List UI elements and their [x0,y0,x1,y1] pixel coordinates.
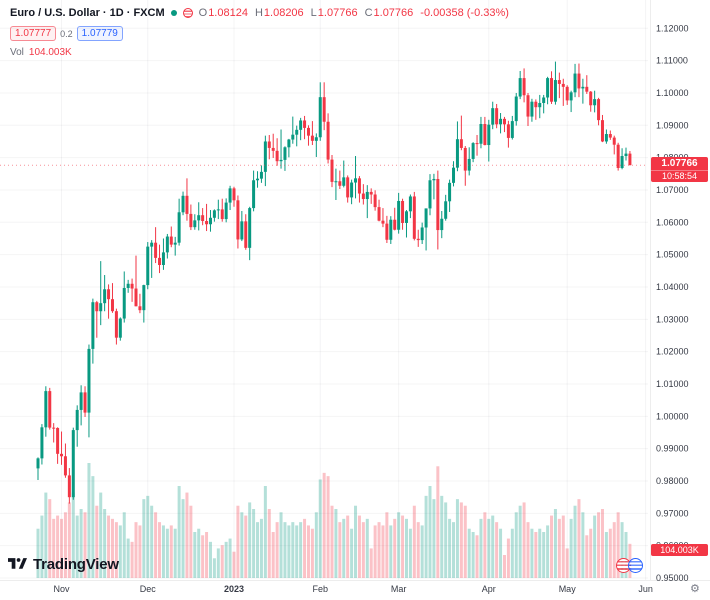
svg-text:1.07000: 1.07000 [656,185,689,195]
tradingview-logo[interactable]: TradingView [8,556,119,573]
data-source-icon[interactable] [182,8,193,18]
open-value: 1.08124 [208,7,248,19]
tradingview-logo-text: TradingView [33,556,119,573]
bar-countdown: 10:58:54 [651,170,708,182]
volume-label[interactable]: Vol [10,47,24,58]
svg-text:1.10000: 1.10000 [656,88,689,98]
svg-text:Mar: Mar [391,584,407,594]
buy-ask-button[interactable]: 1.07779 [76,26,123,41]
high-value: 1.08206 [263,7,304,19]
chart-legend: Euro / U.S. Dollar · 1D · FXCM O1.08124 … [10,7,509,19]
low-value: 1.07766 [317,7,358,19]
svg-text:1.06000: 1.06000 [656,217,689,227]
time-axis-settings-button[interactable]: ⚙ [690,583,700,595]
svg-text:Dec: Dec [140,584,157,594]
svg-text:1.03000: 1.03000 [656,314,689,324]
last-price: 1.07766 [661,158,698,170]
ohlc-readout: O1.08124 H1.08206 L1.07766 C1.07766 -0.0… [198,7,509,19]
svg-text:Nov: Nov [54,584,71,594]
change-value: -0.00358 (-0.33%) [420,7,509,19]
svg-text:0.99000: 0.99000 [656,444,689,454]
symbol-title[interactable]: Euro / U.S. Dollar · 1D · FXCM [10,7,165,19]
svg-text:1.02000: 1.02000 [656,347,689,357]
svg-text:0.95000: 0.95000 [656,573,689,583]
spread-value: 0.2 [60,28,73,39]
svg-text:1.05000: 1.05000 [656,250,689,260]
svg-text:0.98000: 0.98000 [656,476,689,486]
svg-text:2023: 2023 [224,584,244,594]
sell-bid-button[interactable]: 1.07777 [10,26,57,41]
svg-text:Jun: Jun [638,584,653,594]
volume-value: 104.003K [28,47,72,58]
svg-text:Apr: Apr [482,584,496,594]
volume-legend: Vol 104.003K [10,47,72,58]
economic-events-flags[interactable] [616,558,643,573]
svg-text:1.09000: 1.09000 [656,120,689,130]
market-status-icon[interactable] [170,10,177,16]
svg-text:Feb: Feb [312,584,328,594]
svg-text:1.11000: 1.11000 [656,56,688,66]
svg-text:May: May [559,584,577,594]
svg-text:1.00000: 1.00000 [656,411,689,421]
last-volume-badge: 104.003K [651,543,708,556]
svg-text:1.04000: 1.04000 [656,282,689,292]
svg-text:0.97000: 0.97000 [656,508,689,518]
last-price-badge: 1.07766 10:58:54 [651,157,708,183]
svg-text:1.01000: 1.01000 [656,379,689,389]
bid-ask-row: 1.07777 0.2 1.07779 [10,26,123,41]
tradingview-logo-icon [8,558,27,569]
close-value: 1.07766 [373,7,414,19]
eu-flag-icon[interactable] [628,558,643,573]
svg-text:1.12000: 1.12000 [656,23,689,33]
